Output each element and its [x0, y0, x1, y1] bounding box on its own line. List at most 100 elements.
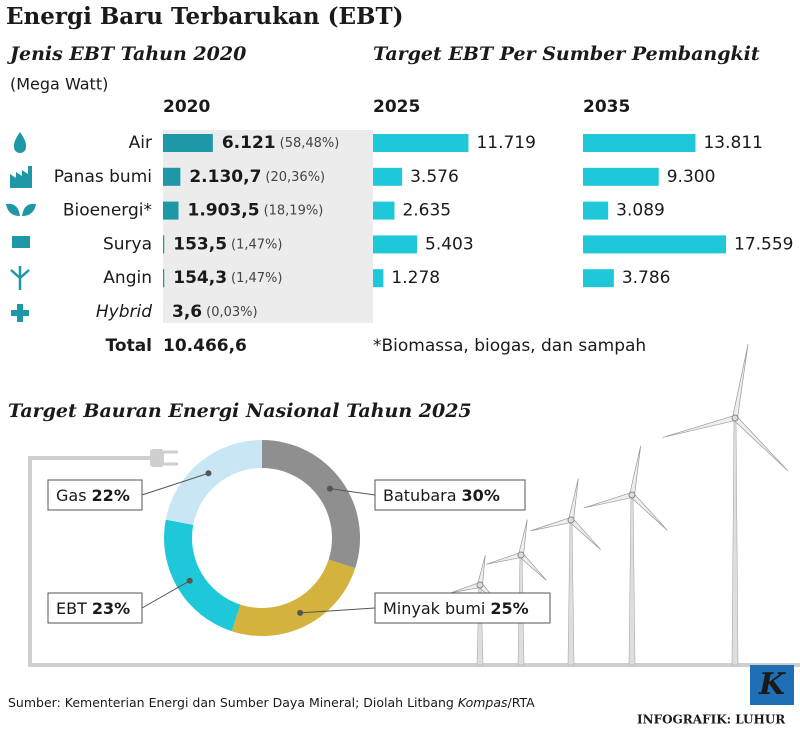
leader-dot: [326, 485, 333, 492]
icon-water: [13, 132, 27, 153]
blade: [568, 517, 601, 550]
blade: [486, 552, 523, 565]
value-label-group: 6.121 (58,48%): [222, 133, 339, 153]
blade: [732, 344, 749, 419]
value-label: 2.635: [402, 201, 451, 221]
callout: EBT 23%: [56, 599, 130, 618]
value-label-group: 2.130,7 (20,36%): [189, 167, 325, 187]
category-label: Batubara: [383, 486, 457, 505]
callout-box: [47, 592, 143, 624]
title: Energi Baru Terbarukan (EBT): [6, 3, 404, 30]
credit: INFOGRAFIK: LUHUR: [637, 713, 786, 727]
value-label: 3.786: [622, 268, 671, 288]
hub: [628, 491, 636, 499]
hub: [517, 551, 525, 559]
value-label: 25%: [490, 599, 528, 618]
value-label: 153,5: [173, 234, 227, 254]
bar: [163, 201, 179, 220]
bar: [373, 167, 403, 186]
blade: [568, 478, 579, 521]
callout: Minyak bumi 25%: [383, 599, 529, 618]
donut-slice: [165, 440, 262, 525]
blade: [450, 582, 482, 594]
value-label-group: 1.903,5 (18,19%): [188, 201, 324, 221]
icons: [6, 132, 36, 322]
plug-pins: [164, 450, 178, 466]
logo: K: [758, 667, 787, 702]
value-label: 11.719: [476, 133, 535, 153]
leader-dot: [186, 577, 193, 584]
bar: [583, 167, 659, 186]
leader-dot: [297, 609, 304, 616]
share-label: (20,36%): [265, 169, 325, 184]
tower: [628, 494, 636, 666]
value-label: 3,6: [172, 302, 202, 322]
bar: [583, 235, 726, 254]
value-label: 30%: [462, 486, 500, 505]
bar: [373, 269, 384, 288]
value-label: 5.403: [425, 234, 474, 254]
icon-wind: [10, 266, 30, 290]
bar: [373, 235, 418, 254]
blade: [662, 415, 737, 438]
unit: (Mega Watt): [10, 75, 108, 94]
category-label: Air: [129, 133, 152, 153]
bar: [163, 134, 213, 152]
share-label: (0,03%): [206, 305, 257, 320]
source-text: Sumber: Kementerian Energi dan Sumber Da…: [8, 695, 458, 710]
value-label: 3.089: [616, 201, 665, 221]
blade: [477, 555, 486, 586]
share-label: (1,47%): [231, 237, 282, 252]
footnote: *Biomassa, biogas, dan sampah: [373, 336, 646, 356]
value-label-group: 3,6 (0,03%): [172, 302, 258, 322]
leader-line: [141, 580, 190, 609]
series-header: 2035: [583, 97, 630, 117]
hub: [731, 414, 739, 422]
value-label: 6.121: [222, 133, 276, 153]
category-label: Surya: [103, 234, 152, 254]
source: Sumber: Kementerian Energi dan Sumber Da…: [8, 695, 535, 710]
bar: [163, 167, 181, 186]
share-label: (18,19%): [264, 203, 324, 218]
bar-title: Jenis EBT Tahun 2020: [7, 43, 246, 65]
leader-dot: [205, 470, 212, 477]
donut-slice: [164, 519, 241, 632]
value-label: 22%: [92, 486, 130, 505]
share-label: (58,48%): [280, 136, 340, 151]
tower: [731, 417, 739, 666]
icon-bio: [6, 203, 36, 216]
icon-hybrid: [11, 304, 29, 322]
value-label: 1.903,5: [188, 201, 260, 221]
logo-box: [750, 665, 794, 705]
callout-box: [374, 479, 526, 511]
value-label: 154,3: [173, 268, 227, 288]
cable: [28, 456, 800, 667]
source-end: /RTA: [508, 695, 536, 710]
value-label-group: 153,5 (1,47%): [173, 234, 282, 254]
donut-slice: [231, 559, 356, 637]
target-title: Target EBT Per Sumber Pembangkit: [373, 43, 760, 65]
hub: [476, 581, 484, 589]
value-label: 23%: [92, 599, 130, 618]
donut-slice: [262, 440, 361, 569]
leader-line: [329, 488, 376, 496]
bar: [373, 134, 469, 152]
callout-box: [47, 479, 143, 511]
category-label: Gas: [56, 486, 87, 505]
bar: [163, 235, 165, 254]
category-label: Angin: [103, 268, 152, 288]
icon-geothermal: [10, 166, 32, 188]
blade: [518, 519, 528, 556]
blade: [629, 445, 642, 496]
blade: [530, 517, 573, 532]
blade: [629, 492, 668, 531]
donut-title: Target Bauran Energi Nasional Tahun 2025: [8, 400, 472, 422]
tower: [567, 519, 575, 666]
bar: [163, 269, 165, 288]
value-label: 9.300: [667, 167, 716, 187]
value-label: 2.130,7: [189, 167, 261, 187]
bar: [583, 201, 609, 220]
bar-track: [163, 130, 373, 323]
series-header: 2025: [373, 97, 420, 117]
category-label: Hybrid: [96, 302, 152, 322]
